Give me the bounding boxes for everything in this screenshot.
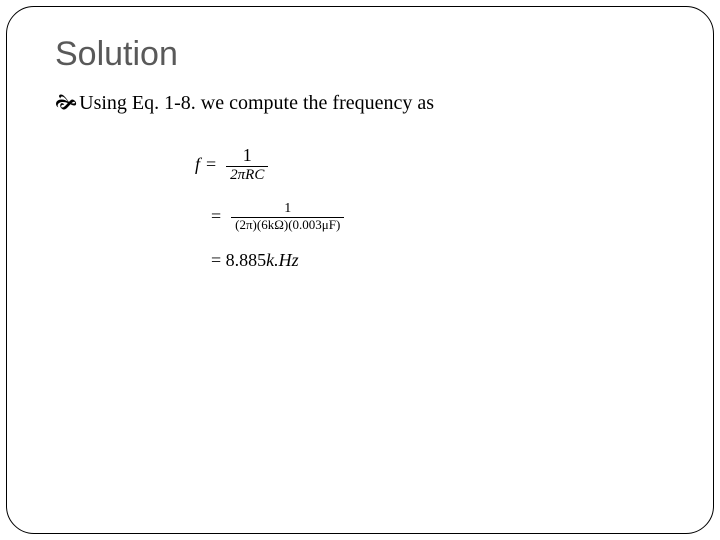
eq-result-unit: k.Hz	[266, 250, 299, 271]
eq-lhs: f	[195, 154, 200, 175]
bullet-icon: 🙞	[55, 88, 77, 122]
eq-result-value: = 8.885	[211, 250, 266, 271]
eq-fraction-1: 1 2πRC	[226, 146, 268, 183]
equation-block: f = 1 2πRC = 1 (2π)(6kΩ)(0.003μF) = 8.88…	[195, 146, 665, 271]
eq-equals-1: =	[206, 154, 216, 175]
equation-row-3: = 8.885 k.Hz	[211, 250, 665, 271]
eq1-num: 1	[239, 146, 256, 166]
slide-frame: Solution 🙞 Using Eq. 1-8. we compute the…	[6, 6, 714, 534]
eq1-den: 2πRC	[226, 167, 268, 184]
equation-row-2: = 1 (2π)(6kΩ)(0.003μF)	[211, 201, 665, 232]
slide-heading: Solution	[55, 35, 665, 74]
eq-equals-2: =	[211, 206, 221, 227]
eq-fraction-2: 1 (2π)(6kΩ)(0.003μF)	[231, 201, 344, 232]
bullet-text: Using Eq. 1-8. we compute the frequency …	[79, 92, 434, 115]
eq2-num: 1	[280, 201, 295, 216]
bullet-line: 🙞 Using Eq. 1-8. we compute the frequenc…	[55, 88, 665, 122]
eq2-den: (2π)(6kΩ)(0.003μF)	[231, 218, 344, 232]
equation-row-1: f = 1 2πRC	[195, 146, 665, 183]
